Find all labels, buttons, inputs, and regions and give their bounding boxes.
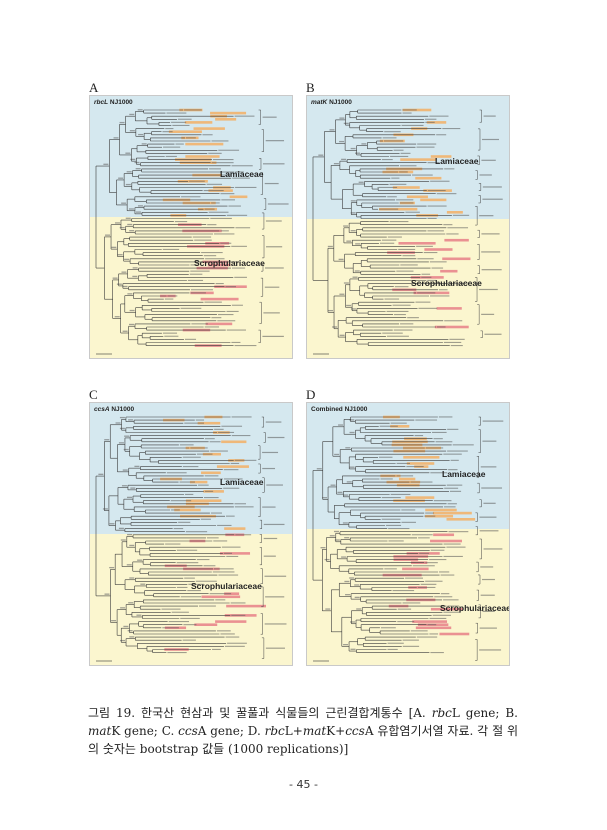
taxon-highlight [415, 176, 442, 180]
taxon-highlight [225, 533, 245, 537]
taxon-highlight [430, 155, 452, 158]
tree-graphic [90, 96, 292, 358]
taxon-highlight [210, 111, 247, 115]
taxon-highlight [406, 462, 435, 465]
tree-graphic [307, 96, 509, 358]
panel-a-lamiaceae-label: Lamiaceae [220, 169, 264, 179]
taxon-highlight [224, 592, 240, 595]
taxon-highlight [408, 586, 427, 589]
taxon-highlight [189, 480, 208, 484]
taxon-highlight [221, 440, 247, 444]
taxon-highlight [216, 465, 249, 468]
taxon-highlight [402, 108, 432, 112]
panel-a-tree: rbcL NJ1000 Lamiaceae Scrophulariaceae [89, 95, 293, 359]
taxon-highlight [415, 626, 452, 630]
lamiaceae-region [307, 96, 509, 219]
panel-d-scrophulariaceae-label: Scrophulariaceae [440, 603, 510, 613]
panel-c-scrophulariaceae-label: Scrophulariaceae [191, 581, 262, 591]
taxon-highlight [207, 263, 231, 267]
taxon-highlight [403, 456, 440, 459]
taxon-highlight [446, 211, 463, 214]
panel-c-title: ccsA NJ1000 [94, 406, 135, 413]
taxon-highlight [215, 620, 247, 623]
panel-b-title: matK NJ1000 [311, 99, 352, 106]
taxon-highlight [442, 257, 471, 261]
taxon-highlight [444, 238, 469, 242]
taxon-highlight [184, 121, 213, 124]
taxon-highlight [412, 620, 448, 623]
taxon-highlight [390, 425, 410, 428]
taxon-highlight [398, 477, 416, 481]
taxon-highlight [185, 155, 220, 158]
tree-graphic [307, 403, 509, 665]
taxon-highlight [436, 307, 462, 310]
panel-c-lamiaceae-label: Lamiaceae [220, 477, 264, 487]
panel-d-title: Combined NJ1000 [311, 406, 368, 413]
taxon-highlight [185, 142, 224, 146]
panel-b-lamiaceae-label: Lamiaceae [435, 156, 479, 166]
panel-letter-c: C [89, 387, 98, 402]
panel-b-tree: matK NJ1000 Lamiaceae Scrophulariaceae [306, 95, 510, 359]
panel-a-scrophulariaceae-label: Scrophulariaceae [194, 258, 265, 268]
taxon-highlight [400, 158, 437, 161]
taxon-highlight [439, 632, 470, 636]
taxon-highlight [424, 248, 453, 251]
taxon-highlight [197, 421, 221, 425]
taxon-highlight [432, 511, 472, 515]
taxon-highlight [420, 198, 447, 202]
panel-b-scrophulariaceae-label: Scrophulariaceae [411, 278, 482, 288]
taxon-highlight [168, 130, 202, 133]
panel-letter-b: B [306, 80, 315, 95]
taxon-highlight [201, 595, 241, 599]
taxon-highlight [226, 604, 266, 608]
panel-letter-d: D [306, 387, 316, 402]
tree-graphic [90, 403, 292, 665]
taxon-highlight [402, 567, 429, 571]
taxon-highlight [430, 539, 462, 543]
taxon-highlight [440, 269, 458, 273]
panel-d-tree: Combined NJ1000 Lamiaceae Scrophulariace… [306, 402, 510, 666]
taxon-highlight [229, 195, 248, 199]
taxon-highlight [224, 527, 246, 530]
taxon-highlight [392, 186, 420, 189]
taxon-highlight [406, 195, 428, 199]
taxon-highlight [434, 325, 469, 329]
taxon-highlight [433, 533, 455, 537]
taxon-highlight [194, 623, 218, 626]
taxon-highlight [426, 121, 447, 124]
taxon-highlight [398, 242, 436, 245]
taxon-highlight [215, 118, 237, 121]
taxon-highlight [405, 496, 435, 499]
scrophulariaceae-region [90, 217, 292, 358]
taxon-highlight [200, 297, 239, 301]
taxon-highlight [205, 322, 233, 326]
taxon-highlight [219, 552, 251, 555]
taxon-highlight [424, 514, 454, 518]
page-number: - 45 - [289, 778, 318, 791]
taxon-highlight [446, 518, 476, 521]
lamiaceae-region [90, 403, 292, 534]
panel-d-lamiaceae-label: Lamiaceae [442, 469, 486, 479]
taxon-highlight [174, 508, 201, 512]
taxon-highlight [193, 127, 225, 130]
taxon-highlight [185, 499, 222, 502]
panel-a-title: rbcL NJ1000 [94, 99, 133, 106]
taxon-highlight [201, 471, 221, 475]
figure-caption: 그림 19. 한국산 현삼과 및 꿀풀과 식물들의 근린결합계통수 [A. rb… [88, 706, 519, 756]
panel-c-tree: ccsA NJ1000 Lamiaceae Scrophulariaceae [89, 402, 293, 666]
taxon-highlight [203, 490, 224, 493]
taxon-highlight [430, 607, 463, 611]
panel-letter-a: A [89, 80, 99, 95]
taxon-highlight [425, 508, 457, 512]
